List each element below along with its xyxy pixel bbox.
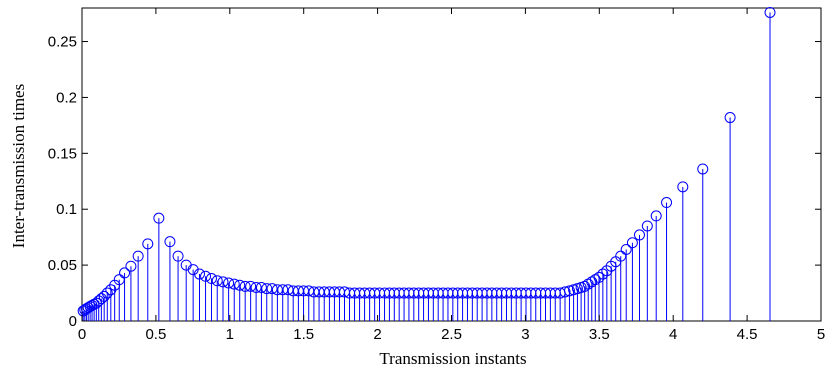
- stem-marker: [626, 237, 638, 249]
- x-axis-title: Transmission instants: [379, 349, 526, 368]
- stem-marker: [563, 285, 575, 297]
- stem-marker: [597, 268, 609, 280]
- stem-marker: [101, 287, 113, 299]
- x-tick-label: 0: [78, 326, 86, 343]
- stem-marker: [677, 181, 689, 193]
- stem-marker: [764, 6, 776, 18]
- x-tick-label: 4.5: [737, 326, 758, 343]
- stem-marker: [194, 268, 206, 280]
- stem-marker: [255, 281, 267, 293]
- stem-marker: [650, 210, 662, 222]
- stem-marker: [724, 112, 736, 124]
- stem-series: [77, 6, 776, 321]
- stem-marker: [132, 250, 144, 262]
- y-tick-label: 0.1: [56, 201, 77, 218]
- stem-marker: [634, 229, 646, 241]
- stem-marker: [217, 276, 229, 288]
- stem-marker: [119, 267, 131, 279]
- stem-marker: [98, 290, 110, 302]
- x-tick-label: 2.5: [441, 326, 462, 343]
- plot-area: [81, 7, 822, 322]
- stem-marker: [266, 283, 278, 295]
- stem-marker: [620, 243, 632, 255]
- x-tick-label: 2: [373, 326, 381, 343]
- x-tick-label: 1: [226, 326, 234, 343]
- x-tick-label: 0.5: [145, 326, 166, 343]
- stem-marker: [164, 236, 176, 248]
- x-tick-label: 3.5: [589, 326, 610, 343]
- stem-marker: [142, 238, 154, 250]
- y-tick-label: 0.15: [48, 145, 77, 162]
- stem-marker: [559, 286, 571, 298]
- stem-marker: [234, 279, 246, 291]
- x-tick-label: 3: [521, 326, 529, 343]
- stem-marker: [153, 212, 165, 224]
- y-tick-label: 0: [69, 313, 77, 330]
- stem-marker: [200, 270, 212, 282]
- stem-marker: [211, 275, 223, 287]
- stem-marker: [593, 271, 605, 283]
- stem-marker: [172, 250, 184, 262]
- stem-marker: [697, 163, 709, 175]
- x-tick-label: 1.5: [293, 326, 314, 343]
- x-tick-label: 4: [669, 326, 677, 343]
- stem-marker: [228, 278, 240, 290]
- y-tick-label: 0.05: [48, 257, 77, 274]
- stem-marker: [205, 273, 217, 285]
- stem-marker: [223, 277, 235, 289]
- stem-marker: [245, 280, 257, 292]
- stem-marker: [641, 220, 653, 232]
- y-axis-title: Inter-transmission times: [9, 84, 28, 248]
- y-tick-label: 0.25: [48, 34, 77, 51]
- axis-ticks: 0 0.5 1 1.5 2 2.5 3 3.5 4 4.5 5 0 0.05 0.1 0.15 0.2 0.25: [48, 8, 825, 343]
- plot-frame: [81, 7, 822, 322]
- stem-marker: [95, 293, 107, 305]
- x-tick-label: 5: [817, 326, 825, 343]
- y-tick-label: 0.2: [56, 89, 77, 106]
- stem-marker: [661, 197, 673, 209]
- stem-marker: [125, 260, 137, 272]
